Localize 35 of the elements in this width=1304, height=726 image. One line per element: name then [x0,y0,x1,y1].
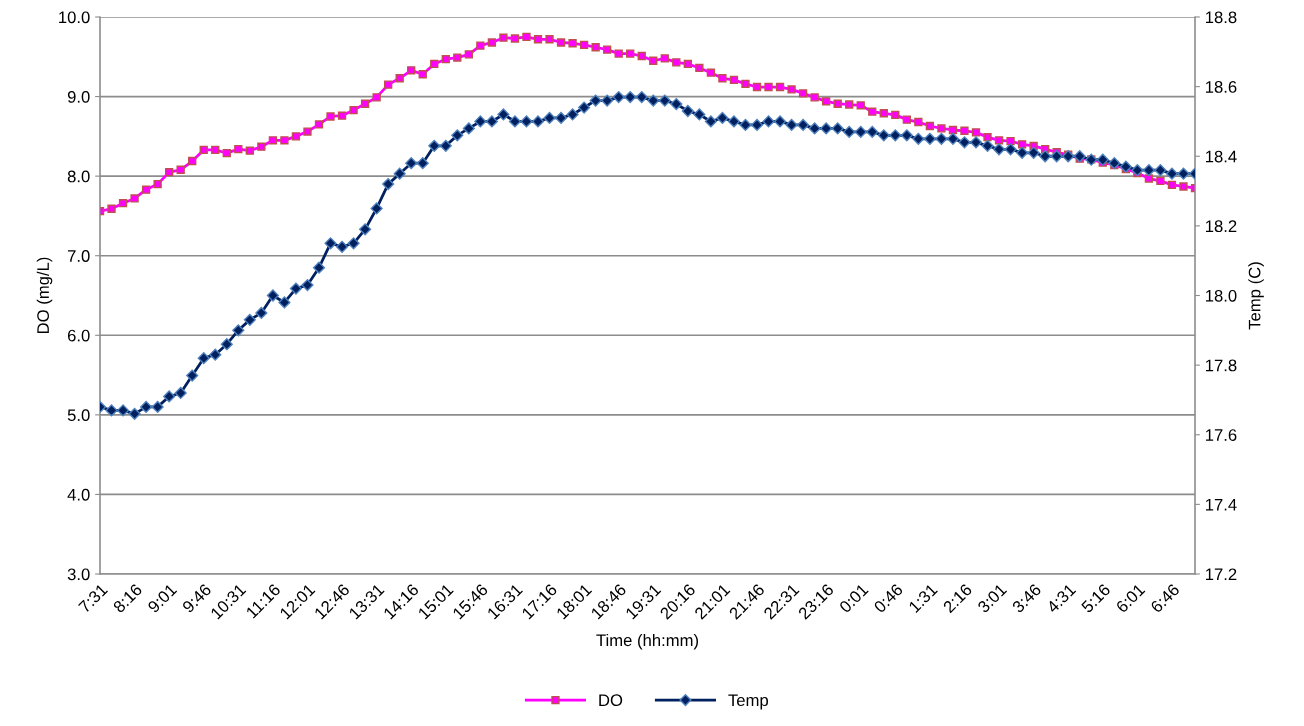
y-tick-label: 9.0 [67,90,90,103]
y-tick-label: 6.0 [67,329,90,342]
y2-axis-title: Temp (C) [1248,262,1264,330]
x-tick-label: 1:31 [908,583,938,614]
y2-tick-label: 17.4 [1205,498,1237,511]
x-tick-label: 3:01 [976,583,1008,614]
y-tick-label: 5.0 [67,409,90,422]
x-tick-label: 8:16 [112,583,143,614]
y2-tick-label: 17.6 [1205,429,1237,441]
y2-tick-label: 17.2 [1205,568,1237,581]
x-tick-label: 6:46 [1149,583,1181,614]
y2-tick-label: 18.0 [1205,289,1237,302]
legend-label: Temp [728,694,769,710]
y-tick-label: 3.0 [67,568,90,581]
x-tick-label: 6:01 [1115,583,1146,614]
y-axis-title: DO (mg/L) [36,257,53,334]
x-tick-label: 0:46 [873,583,904,614]
y-tick-label: 4.0 [67,488,90,501]
y2-tick-label: 18.6 [1205,81,1237,93]
x-tick-label: 5:16 [1080,583,1111,614]
y-tick-label: 7.0 [67,250,90,262]
x-tick-label: 4:31 [1045,583,1077,614]
x-tick-label: 0:01 [838,583,869,614]
x-tick-label: 7:31 [77,583,109,614]
y2-tick-label: 18.4 [1205,150,1237,163]
y2-tick-label: 17.8 [1205,359,1237,372]
y-tick-label: 8.0 [67,170,90,183]
y2-tick-label: 18.2 [1205,220,1237,233]
y2-tick-label: 18.8 [1205,11,1237,24]
y-tick-label: 10.0 [59,11,90,24]
x-tick-label: 3:46 [1011,583,1042,614]
legend-label: DO [599,694,623,707]
x-axis-title: Time (hh:mm) [596,633,699,650]
x-tick-label: 9:01 [147,583,178,614]
x-tick-label: 9:46 [181,583,212,614]
